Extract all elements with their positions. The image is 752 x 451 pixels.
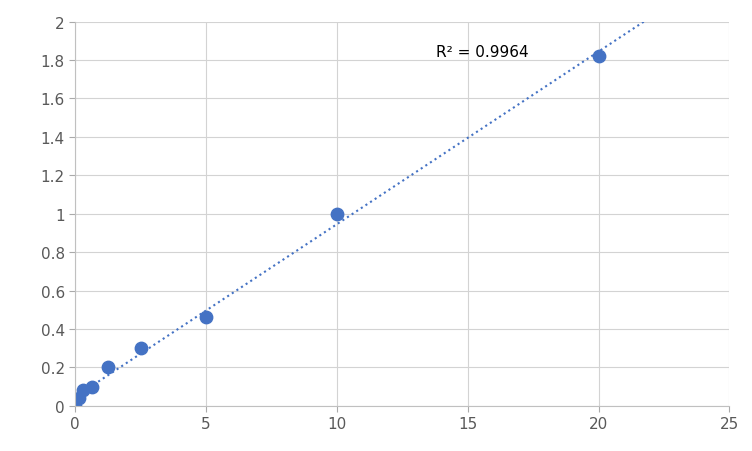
- Point: [200, 314, 212, 321]
- Point: [73, 395, 85, 402]
- Point: [593, 53, 605, 60]
- Point: [135, 345, 147, 352]
- Point: [331, 211, 343, 218]
- Point: [86, 383, 98, 391]
- Text: R² = 0.9964: R² = 0.9964: [436, 45, 529, 60]
- Point: [69, 402, 81, 410]
- Point: [102, 364, 114, 371]
- Point: [77, 387, 89, 394]
